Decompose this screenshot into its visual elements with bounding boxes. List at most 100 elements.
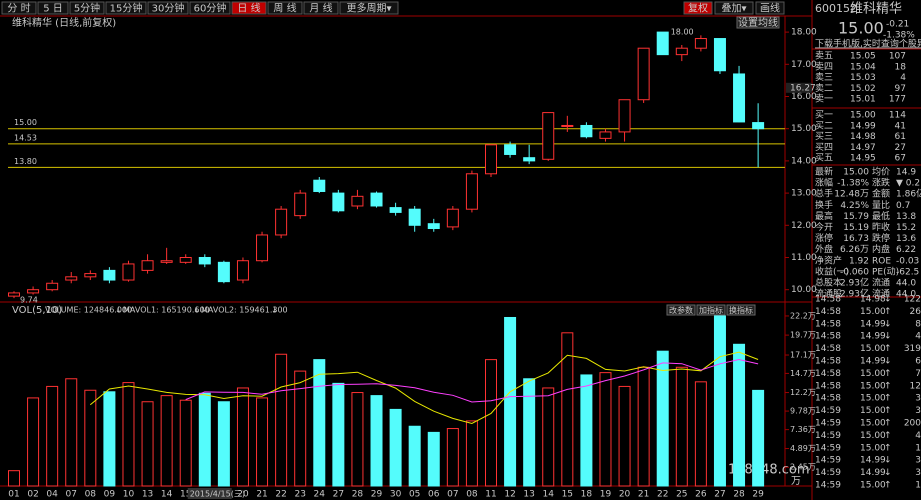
volume-bar [542, 387, 555, 487]
stat-label: 流通 [872, 277, 890, 289]
stat-label: 最低 [872, 210, 890, 222]
arrow: ↓ [271, 306, 278, 315]
trade-volume: 6 [915, 357, 921, 367]
trade-direction: ↑ [884, 443, 892, 453]
indicator-button[interactable] [666, 304, 696, 316]
tab[interactable] [147, 1, 189, 15]
indicator-button[interactable] [696, 304, 726, 316]
tab-label[interactable]: 5 日 [43, 4, 63, 15]
date-label: 24 [314, 490, 326, 500]
candle-body [122, 263, 135, 281]
candle-body [141, 260, 154, 271]
date-label: 27 [333, 490, 344, 500]
volume-bar [408, 425, 421, 487]
date-label: 19 [600, 490, 612, 500]
candle-body [46, 282, 59, 291]
stat-value: 14.9 [896, 168, 916, 178]
date-label: 29 [752, 490, 764, 500]
date-label: 09 [104, 490, 116, 500]
tab[interactable] [1, 1, 37, 15]
tab[interactable] [303, 1, 339, 15]
book-price: 15.03 [850, 73, 876, 83]
tab[interactable] [105, 1, 147, 15]
book-label: 卖三 [815, 72, 833, 83]
candle-body [294, 192, 307, 217]
tab-label[interactable]: 更多周期▾ [346, 2, 391, 15]
volume-label: VOLUME: 124846.000 [45, 306, 132, 315]
book-label: 卖五 [815, 51, 833, 62]
indicator-button-label[interactable]: 加指标 [699, 305, 723, 315]
candle-body [408, 208, 421, 226]
banner[interactable]: 下载手机版,实时查询个股异动 [815, 38, 921, 50]
book-price: 15.04 [850, 62, 876, 72]
candle-body [275, 208, 288, 236]
tab-label[interactable]: 日 线 [237, 2, 260, 15]
volume-title: VOL(5,10) [12, 305, 62, 316]
date-label: 21 [256, 490, 267, 500]
tool-button-label[interactable]: 复权 [688, 2, 708, 15]
candle-body [694, 38, 707, 49]
y-tick-label: 4.89万 [790, 444, 816, 453]
tab-label[interactable]: 15分钟 [110, 2, 143, 15]
volume-unit: 万 [791, 476, 801, 487]
tool-button[interactable] [755, 1, 785, 15]
stat-value: 44.0 [896, 279, 916, 289]
tool-button-label[interactable]: 叠加▾ [721, 3, 746, 15]
volume-bar [294, 370, 307, 487]
candle-body [485, 144, 497, 175]
candle-body [713, 38, 726, 72]
trade-time: 14:58 [815, 369, 841, 379]
y-tick-label: 19.7万 [790, 331, 816, 340]
volume-bar [217, 401, 230, 487]
date-label: 18 [581, 490, 593, 500]
tab[interactable] [339, 1, 399, 15]
tool-button[interactable] [683, 1, 713, 15]
tab-label[interactable]: 60分钟 [194, 2, 227, 15]
trade-direction: ↑ [884, 394, 892, 404]
stat-value: 1.92 [849, 256, 869, 266]
watermark: 178448.com [728, 463, 810, 478]
indicator-button[interactable] [726, 304, 756, 316]
stat-value: 0.7 [896, 201, 910, 211]
tab-label[interactable]: 周 线 [273, 2, 296, 15]
book-volume: 177 [889, 95, 906, 105]
arrow: ↓ [115, 306, 122, 315]
y-tick-label: 16.00 [791, 92, 817, 102]
indicator-button-label[interactable]: 改参数 [669, 305, 693, 315]
y-tick-label: 10.00 [791, 285, 817, 295]
ma-button-label[interactable]: 设置均线 [738, 16, 778, 29]
low-label: 9.74 [20, 296, 38, 305]
tab[interactable] [37, 1, 69, 15]
stat-value: 2.93亿 [840, 288, 869, 300]
date-label: 12 [504, 490, 515, 500]
candle-body [256, 234, 269, 262]
candle-body [580, 124, 593, 138]
price-level-label: 14.53 [14, 133, 37, 142]
trade-direction: ↓ [884, 456, 892, 466]
tool-button[interactable] [714, 1, 754, 15]
tab-label[interactable]: 30分钟 [152, 2, 185, 15]
tool-button-label[interactable]: 画线 [760, 2, 780, 15]
date-label: 11 [485, 490, 496, 500]
y-tick-label: 17.00 [791, 60, 817, 70]
candle-body [217, 261, 230, 283]
book-price: 15.02 [850, 84, 876, 94]
tab-label[interactable]: 5分钟 [74, 2, 100, 15]
y-tick-label: 2.45万 [790, 463, 816, 472]
tab[interactable] [267, 1, 303, 15]
candle-body [332, 192, 345, 212]
volume-bar [122, 382, 135, 487]
tab-label[interactable]: 分 时 [7, 3, 30, 15]
tab[interactable] [189, 1, 231, 15]
last-price: 15.00 [838, 19, 884, 38]
ma-button[interactable] [736, 16, 780, 29]
high-label: 18.00 [671, 28, 694, 37]
candle-body [8, 292, 20, 297]
tab-label[interactable]: 月 线 [309, 2, 332, 15]
tab[interactable] [69, 1, 105, 15]
indicator-button-label[interactable]: 换指标 [729, 305, 753, 315]
tab[interactable] [231, 1, 267, 15]
trade-price: 14.99 [860, 357, 886, 367]
candle-body [313, 179, 326, 192]
